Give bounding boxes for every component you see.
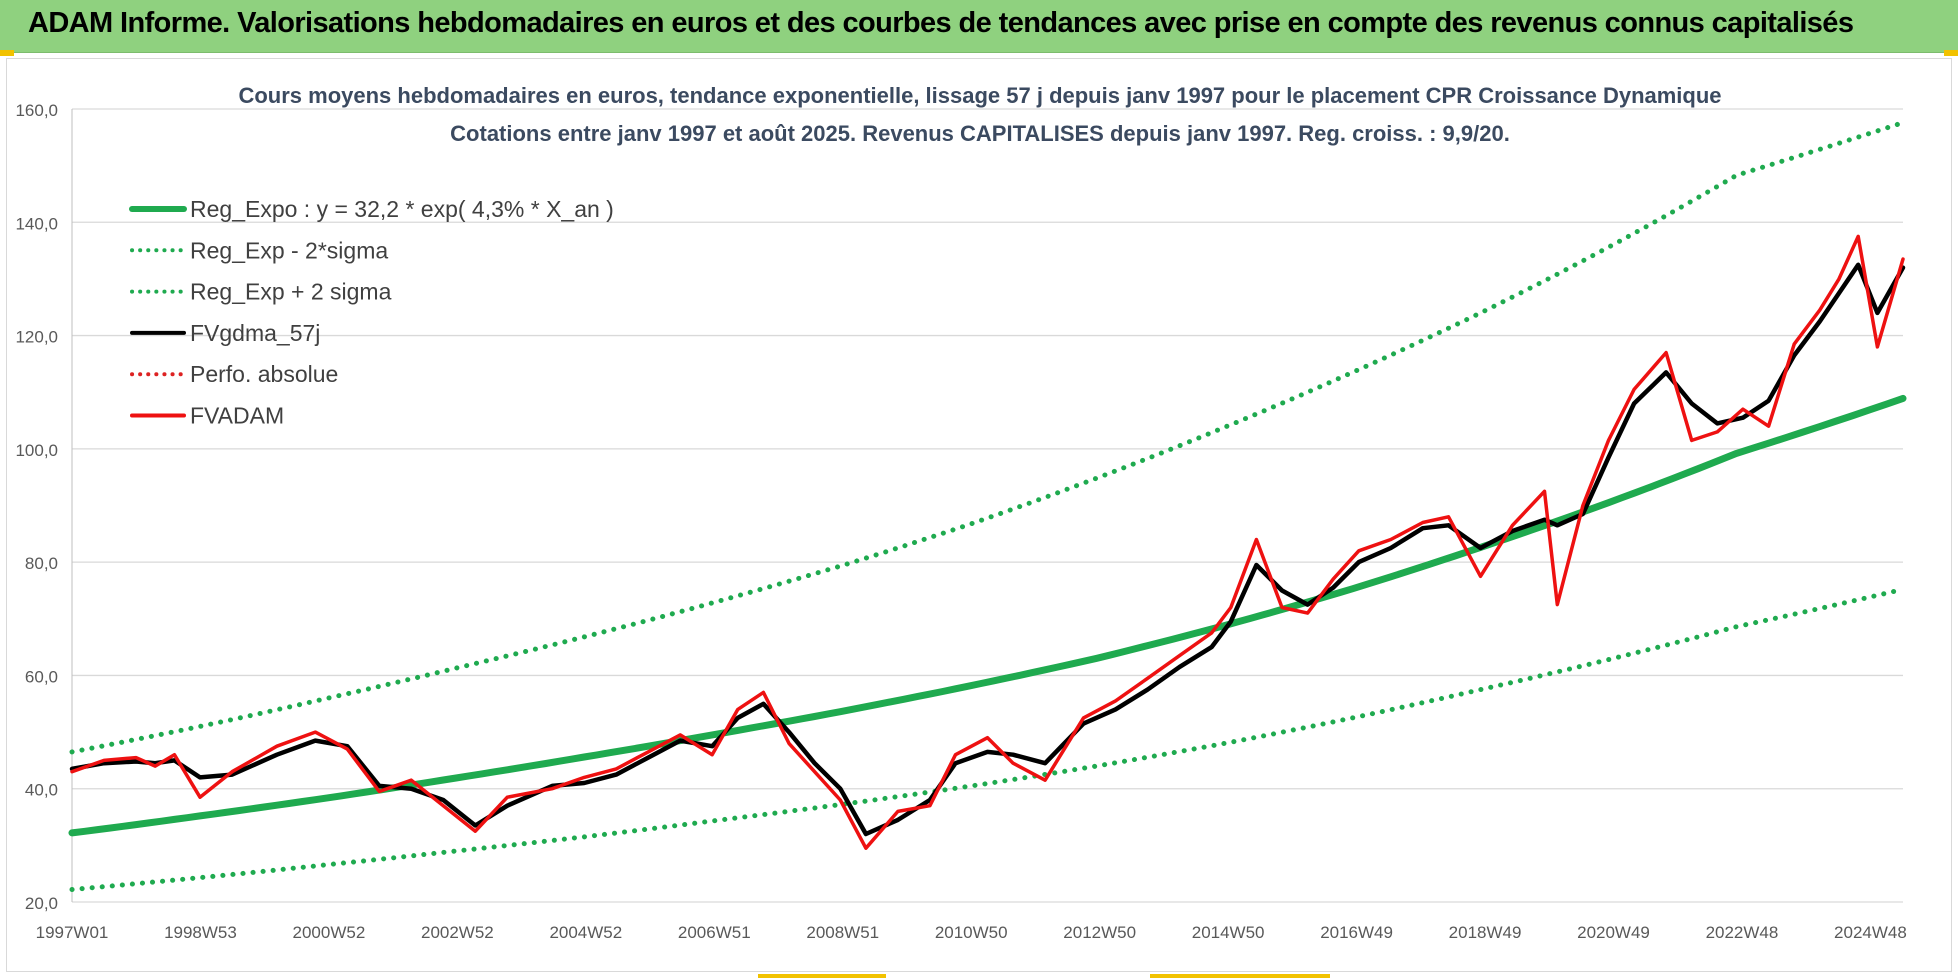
x-tick-label: 2024W48	[1834, 923, 1907, 942]
y-tick-label: 100,0	[15, 441, 58, 460]
legend-label: FVgdma_57j	[190, 320, 320, 346]
chart-legend: Reg_Expo : y = 32,2 * exp( 4,3% * X_an )…	[129, 196, 614, 429]
legend-label: Reg_Expo : y = 32,2 * exp( 4,3% * X_an )	[190, 196, 614, 222]
report-header: ADAM Informe. Valorisations hebdomadaire…	[0, 0, 1958, 53]
y-tick-label: 160,0	[15, 101, 58, 120]
legend-label: FVADAM	[190, 403, 284, 429]
chart-title: Cours moyens hebdomadaires en euros, ten…	[238, 83, 1721, 108]
x-tick-label: 1998W53	[164, 923, 237, 942]
chart-frame	[6, 58, 1952, 972]
x-tick-label: 2018W49	[1449, 923, 1522, 942]
series-line	[70, 234, 1905, 850]
bottom-mark-left	[758, 974, 886, 978]
series-line	[69, 120, 1906, 755]
y-tick-label: 20,0	[25, 894, 58, 913]
x-tick-label: 2016W49	[1320, 923, 1393, 942]
axis-labels: 20,0 40,0 60,0 80,0 100,0 120,0 140,0 160,0 1997…	[15, 101, 1906, 942]
y-tick-label: 60,0	[25, 667, 58, 686]
bottom-mark-right	[1150, 974, 1330, 978]
series-line	[68, 394, 1907, 837]
y-tick-label: 140,0	[15, 214, 58, 233]
x-tick-label: 2014W50	[1192, 923, 1265, 942]
series-line	[69, 262, 1906, 837]
y-tick-label: 80,0	[25, 554, 58, 573]
x-tick-label: 2010W50	[935, 923, 1008, 942]
y-tick-label: 40,0	[25, 781, 58, 800]
series-layer	[68, 120, 1907, 892]
x-tick-label: 2012W50	[1063, 923, 1136, 942]
x-tick-label: 2020W49	[1577, 923, 1650, 942]
x-tick-label: 2022W48	[1706, 923, 1779, 942]
x-tick-label: 2004W52	[549, 923, 622, 942]
x-tick-label: 2002W52	[421, 923, 494, 942]
corner-mark-left	[0, 50, 14, 56]
chart-subtitle: Cotations entre janv 1997 et août 2025. …	[450, 121, 1510, 146]
corner-mark-right	[1944, 50, 1958, 56]
grid-lines	[71, 108, 1903, 903]
report-title: ADAM Informe. Valorisations hebdomadaire…	[28, 7, 1854, 39]
legend-label: Perfo. absolue	[190, 361, 338, 387]
legend-label: Reg_Exp + 2 sigma	[190, 279, 392, 305]
x-tick-label: 2000W52	[293, 923, 366, 942]
x-tick-label: 2008W51	[806, 923, 879, 942]
x-tick-label: 1997W01	[36, 923, 109, 942]
y-tick-label: 120,0	[15, 328, 58, 347]
x-tick-label: 2006W51	[678, 923, 751, 942]
legend-label: Reg_Exp - 2*sigma	[190, 237, 388, 263]
